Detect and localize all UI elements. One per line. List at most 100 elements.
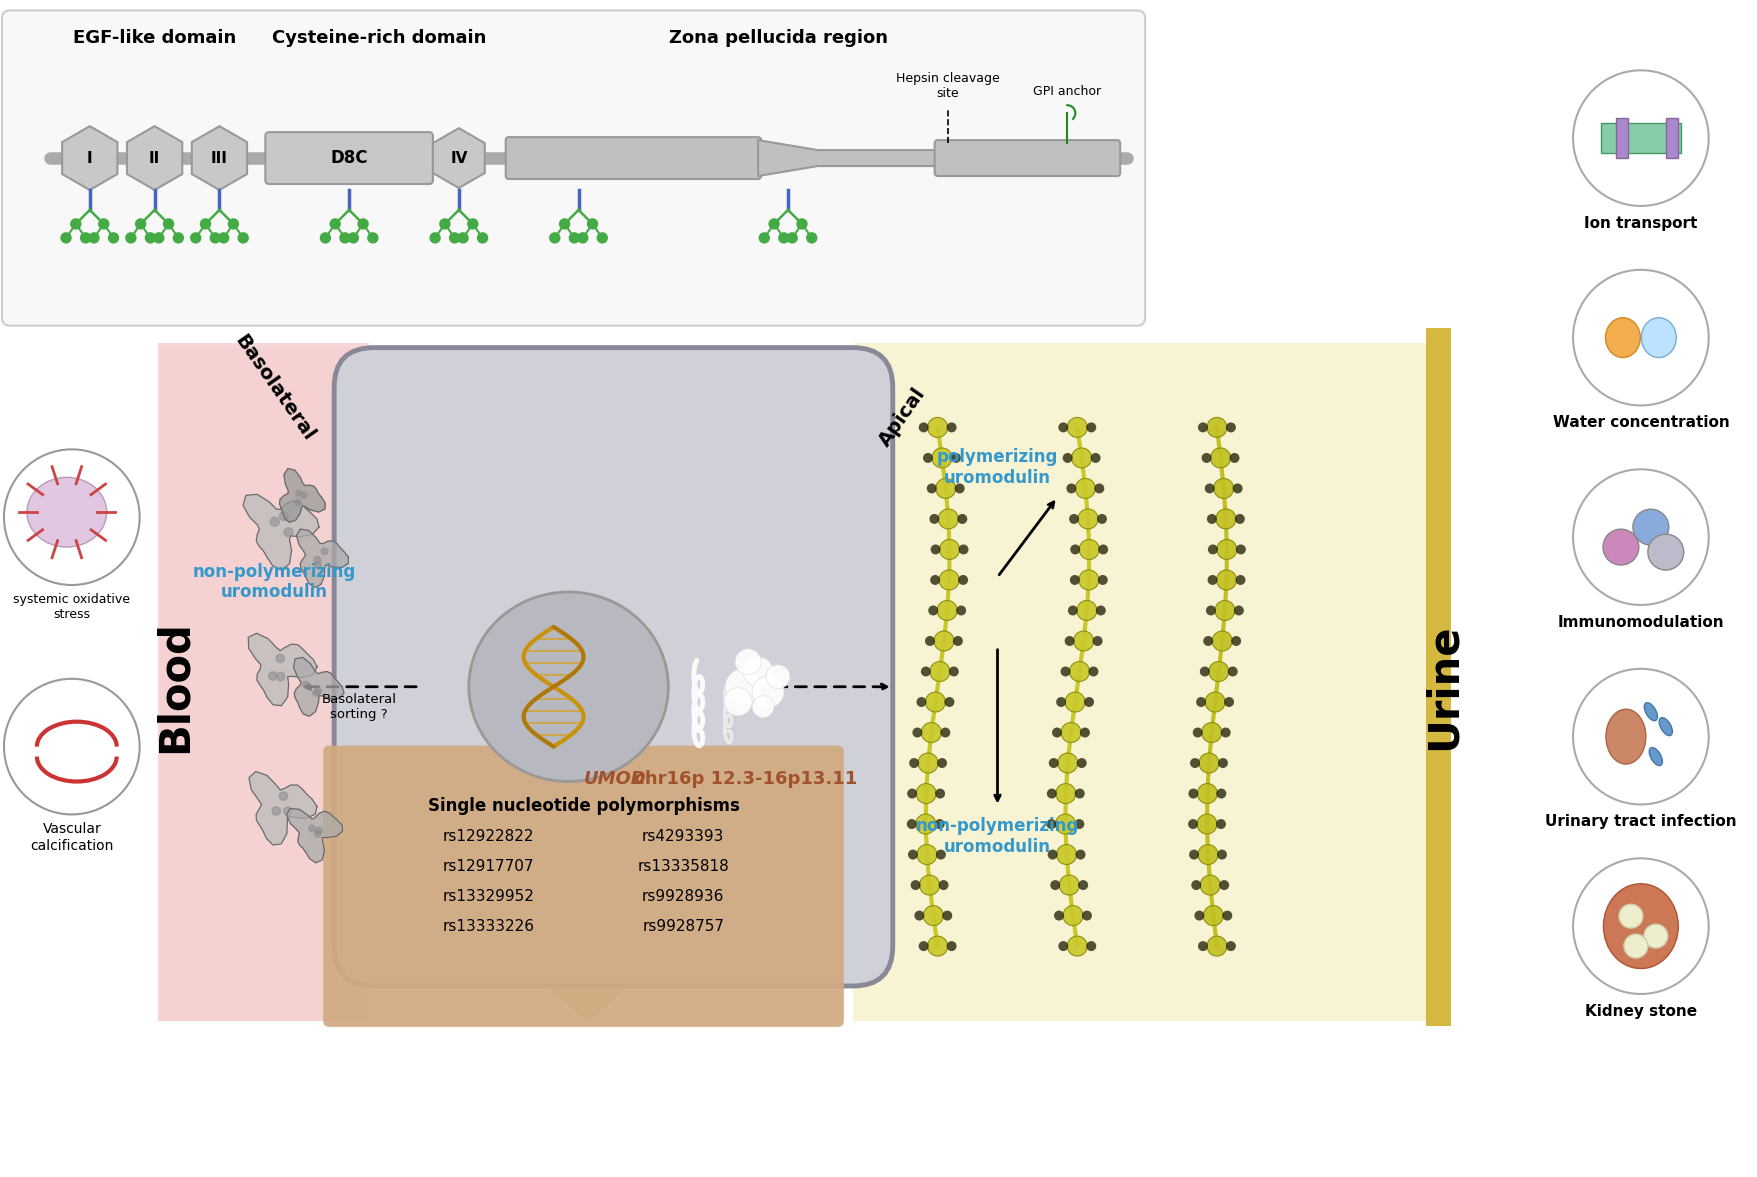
- Text: Cysteine-rich domain: Cysteine-rich domain: [272, 29, 487, 47]
- Circle shape: [190, 233, 200, 242]
- Circle shape: [1573, 669, 1708, 804]
- Circle shape: [135, 219, 146, 228]
- Bar: [1666, 118, 1676, 158]
- Circle shape: [1214, 600, 1233, 620]
- Circle shape: [935, 850, 945, 859]
- Circle shape: [1096, 514, 1107, 524]
- Circle shape: [1066, 484, 1075, 493]
- Text: Kidney stone: Kidney stone: [1583, 1004, 1696, 1019]
- Circle shape: [200, 219, 211, 228]
- Circle shape: [1051, 727, 1061, 738]
- Circle shape: [315, 557, 320, 563]
- Circle shape: [1211, 448, 1230, 468]
- FancyBboxPatch shape: [2, 11, 1144, 326]
- Circle shape: [1189, 758, 1200, 769]
- Circle shape: [330, 219, 339, 228]
- Text: Ion transport: Ion transport: [1583, 215, 1697, 231]
- Circle shape: [1049, 880, 1059, 890]
- Text: Basolateral
sorting ?: Basolateral sorting ?: [322, 693, 397, 720]
- Circle shape: [1216, 789, 1226, 798]
- Circle shape: [81, 233, 91, 242]
- Circle shape: [1089, 453, 1100, 463]
- Circle shape: [724, 687, 752, 716]
- Circle shape: [734, 649, 761, 674]
- Circle shape: [1049, 758, 1058, 769]
- Circle shape: [1205, 692, 1225, 712]
- Circle shape: [1191, 727, 1202, 738]
- Circle shape: [1197, 784, 1216, 804]
- Circle shape: [907, 819, 915, 829]
- Circle shape: [1212, 631, 1232, 651]
- Circle shape: [766, 665, 789, 689]
- Circle shape: [237, 233, 248, 242]
- Circle shape: [1056, 784, 1075, 804]
- Circle shape: [921, 723, 940, 743]
- Circle shape: [940, 727, 951, 738]
- Text: Single nucleotide polymorphisms: Single nucleotide polymorphisms: [427, 798, 740, 816]
- Circle shape: [1216, 819, 1225, 829]
- Circle shape: [1079, 727, 1089, 738]
- Circle shape: [1223, 697, 1233, 707]
- Circle shape: [1207, 576, 1218, 585]
- Circle shape: [1230, 636, 1240, 646]
- Text: GPI anchor: GPI anchor: [1033, 85, 1100, 98]
- Circle shape: [1618, 904, 1643, 929]
- Ellipse shape: [469, 592, 668, 782]
- Circle shape: [61, 233, 70, 242]
- Text: Zona pellucida region: Zona pellucida region: [668, 29, 887, 47]
- Circle shape: [1219, 880, 1228, 890]
- Circle shape: [752, 676, 784, 707]
- Circle shape: [908, 758, 919, 769]
- Circle shape: [1204, 905, 1223, 925]
- Circle shape: [936, 600, 956, 620]
- Circle shape: [787, 233, 796, 242]
- Circle shape: [4, 450, 139, 585]
- Circle shape: [958, 576, 968, 585]
- Circle shape: [917, 845, 936, 865]
- Circle shape: [302, 681, 309, 687]
- Polygon shape: [293, 658, 344, 717]
- Text: rs13335818: rs13335818: [638, 859, 729, 873]
- Circle shape: [295, 491, 302, 497]
- Circle shape: [1218, 758, 1226, 769]
- Circle shape: [146, 233, 155, 242]
- Polygon shape: [248, 633, 316, 706]
- Circle shape: [928, 605, 938, 616]
- Circle shape: [439, 219, 450, 228]
- Text: Urinary tract infection: Urinary tract infection: [1544, 814, 1736, 830]
- Circle shape: [1098, 545, 1107, 554]
- Circle shape: [90, 233, 98, 242]
- Circle shape: [1209, 661, 1228, 681]
- Circle shape: [1045, 819, 1056, 829]
- Circle shape: [1205, 605, 1216, 616]
- Text: I: I: [86, 151, 93, 166]
- Circle shape: [1077, 508, 1098, 528]
- Ellipse shape: [1606, 710, 1645, 764]
- Polygon shape: [249, 772, 316, 845]
- Circle shape: [367, 233, 378, 242]
- Circle shape: [922, 905, 944, 925]
- Text: non-polymerizing
uromodulin: non-polymerizing uromodulin: [193, 563, 355, 601]
- Text: Vascular
calcification: Vascular calcification: [30, 823, 114, 852]
- Ellipse shape: [1643, 703, 1657, 720]
- Circle shape: [951, 453, 961, 463]
- Circle shape: [1212, 479, 1233, 498]
- Circle shape: [938, 508, 958, 528]
- Circle shape: [915, 784, 935, 804]
- Circle shape: [1074, 819, 1084, 829]
- Circle shape: [1232, 484, 1242, 493]
- Circle shape: [559, 219, 569, 228]
- Text: Basolateral: Basolateral: [230, 331, 318, 444]
- Circle shape: [1602, 530, 1638, 565]
- Circle shape: [1068, 514, 1079, 524]
- Circle shape: [924, 692, 945, 712]
- Circle shape: [1573, 858, 1708, 995]
- Circle shape: [1207, 545, 1218, 554]
- Circle shape: [1188, 850, 1198, 859]
- Text: Urine: Urine: [1421, 624, 1464, 750]
- Circle shape: [1063, 905, 1082, 925]
- Circle shape: [430, 233, 439, 242]
- Text: EGF-like domain: EGF-like domain: [74, 29, 235, 47]
- Polygon shape: [399, 866, 757, 1020]
- Circle shape: [1086, 423, 1096, 432]
